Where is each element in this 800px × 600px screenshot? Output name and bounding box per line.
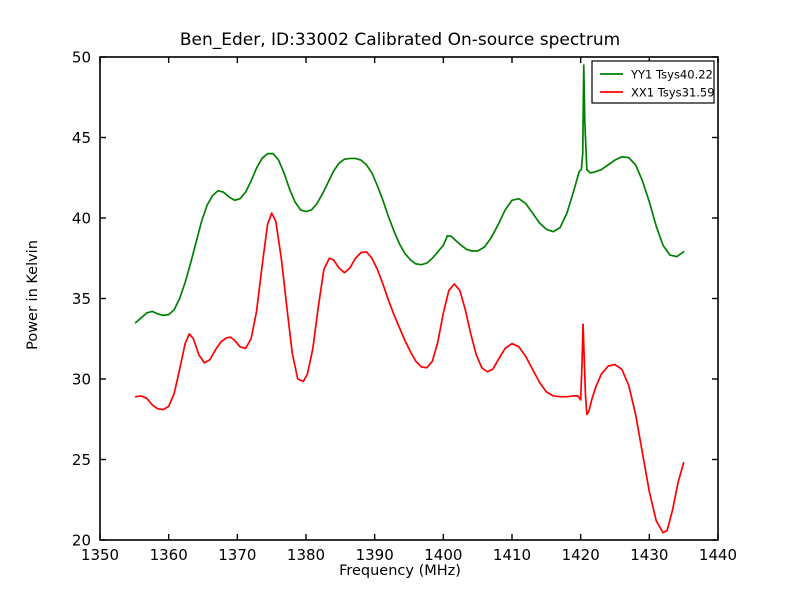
series-line bbox=[134, 212, 685, 534]
x-tick-label: 1370 bbox=[218, 546, 256, 564]
chart-title: Ben_Eder, ID:33002 Calibrated On-source … bbox=[179, 30, 621, 50]
y-tick-label: 30 bbox=[72, 371, 91, 389]
x-tick-label: 1400 bbox=[424, 546, 462, 564]
x-tick-label: 1420 bbox=[562, 546, 600, 564]
data-series-layer bbox=[134, 64, 685, 534]
axes-frame bbox=[99, 56, 719, 541]
legend-box[interactable]: YY1 Tsys40.22 XX1 Tsys31.59 bbox=[591, 60, 715, 104]
x-axis-ticks: 1350 1360 1370 1380 1390 1400 1410 1420 1430 1440 bbox=[81, 57, 737, 564]
y-tick-label: 45 bbox=[72, 129, 91, 147]
legend-label: XX1 Tsys31.59 bbox=[631, 86, 715, 100]
legend-label: YY1 Tsys40.22 bbox=[630, 68, 713, 82]
x-tick-label: 1430 bbox=[630, 546, 668, 564]
series-line bbox=[134, 64, 685, 324]
x-tick-label: 1440 bbox=[699, 546, 737, 564]
y-tick-label: 35 bbox=[72, 290, 91, 308]
y-axis-ticks: 20 25 30 35 40 45 50 bbox=[72, 49, 718, 550]
x-tick-label: 1390 bbox=[356, 546, 394, 564]
x-axis-label: Frequency (MHz) bbox=[339, 563, 461, 579]
y-tick-label: 20 bbox=[72, 532, 91, 550]
x-tick-label: 1410 bbox=[493, 546, 531, 564]
x-tick-label: 1360 bbox=[150, 546, 188, 564]
y-tick-label: 25 bbox=[72, 451, 91, 469]
x-tick-label: 1380 bbox=[287, 546, 325, 564]
y-tick-label: 40 bbox=[72, 210, 91, 228]
legend-frame bbox=[591, 60, 715, 104]
x-tick-label: 1350 bbox=[81, 546, 119, 564]
y-tick-label: 50 bbox=[72, 49, 91, 67]
